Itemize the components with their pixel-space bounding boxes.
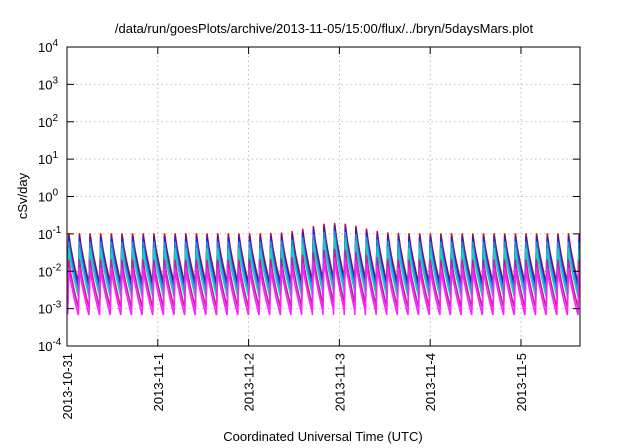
y-tick-label: 102 (38, 113, 58, 130)
chart-title: /data/run/goesPlots/archive/2013-11-05/1… (115, 21, 534, 36)
y-tick-label: 104 (38, 38, 58, 55)
series-line (66, 257, 580, 316)
data-series (66, 222, 580, 316)
x-tick-label: 2013-10-31 (60, 353, 75, 420)
y-tick-label: 103 (38, 75, 58, 92)
x-tick-label: 2013-11-5 (514, 353, 529, 411)
x-axis-ticks: 2013-10-31 2013-11-1 2013-11-2 2013-11-3 201… (60, 47, 529, 420)
y-tick-label: 100 (38, 188, 58, 205)
x-tick-label: 2013-11-1 (151, 353, 166, 411)
x-tick-label: 2013-11-4 (423, 353, 438, 411)
y-tick-label: 101 (38, 150, 58, 167)
y-tick-label: 10-2 (38, 262, 62, 279)
y-tick-label: 10-3 (38, 300, 62, 317)
y-axis-ticks: 10-4 10-3 10-2 10-1 100 101 102 103 104 (38, 38, 580, 354)
y-tick-label: 10-1 (38, 225, 62, 242)
x-tick-label: 2013-11-3 (332, 353, 347, 411)
y-tick-label: 10-4 (38, 337, 62, 354)
x-axis-label: Coordinated Universal Time (UTC) (223, 429, 422, 444)
y-axis-label: cSv/day (15, 172, 30, 219)
x-tick-label: 2013-11-2 (242, 353, 257, 411)
